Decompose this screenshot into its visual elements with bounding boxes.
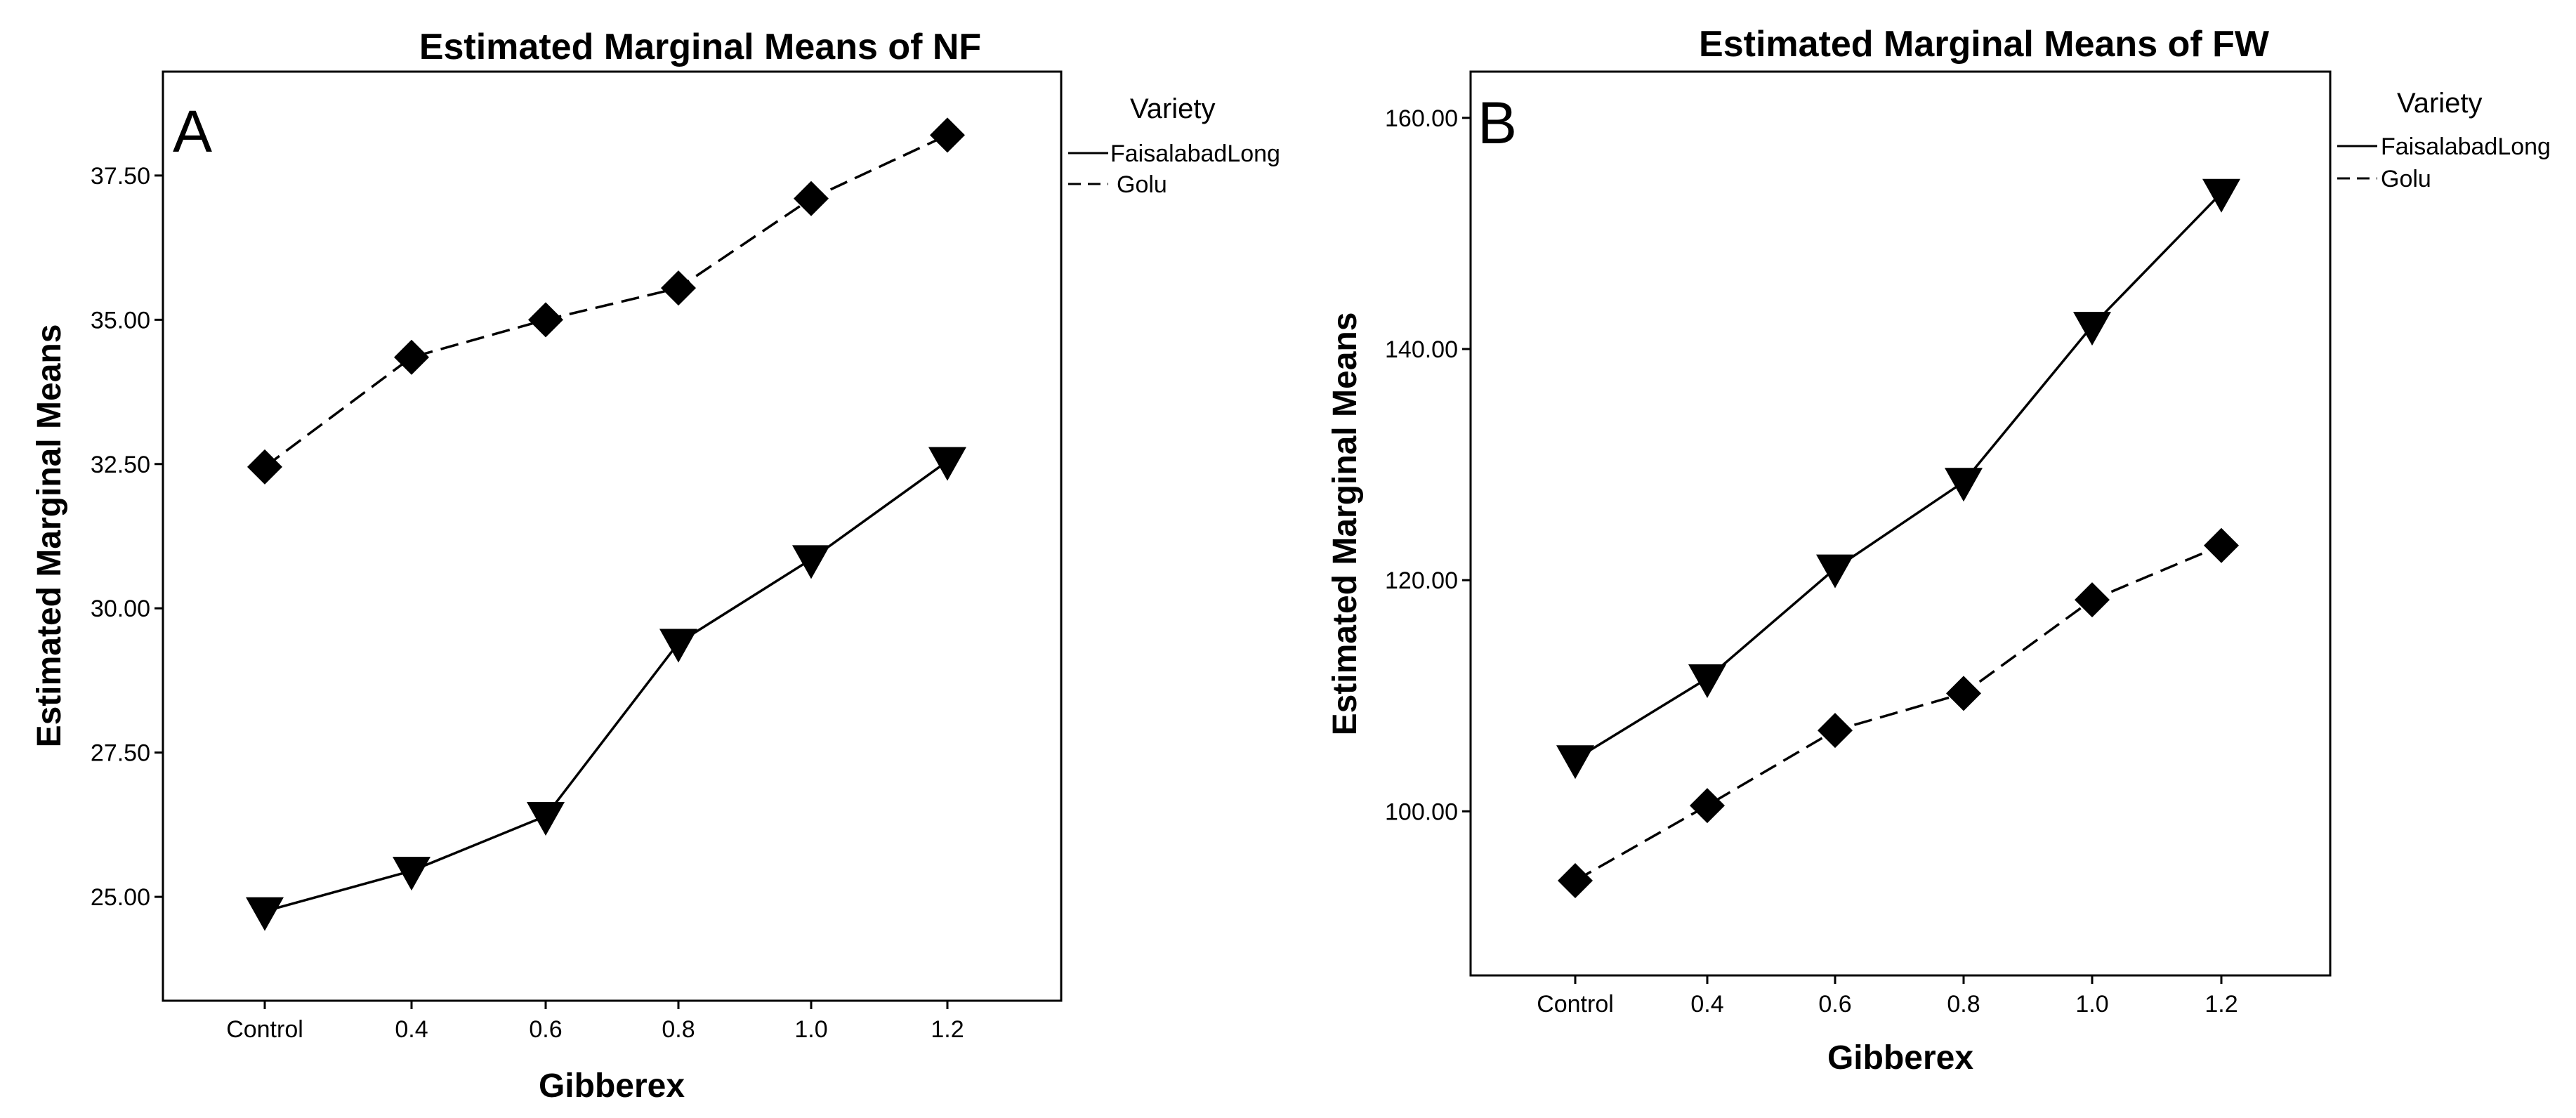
data-point-faisalabadlong <box>1688 664 1726 699</box>
series-line-faisalabadlong <box>264 460 949 913</box>
data-point-golu <box>528 302 563 338</box>
data-point-golu <box>394 339 429 375</box>
data-point-golu <box>2075 582 2110 618</box>
chart-title: Estimated Marginal Means of FW <box>1699 24 2270 65</box>
x-tick-label: 1.2 <box>931 1016 964 1043</box>
x-axis: Control 0.4 0.6 0.8 1.0 1.2 <box>226 1001 964 1043</box>
data-point-faisalabadlong <box>792 545 830 579</box>
y-tick-label: 35.00 <box>91 307 150 334</box>
data-point-faisalabadlong <box>928 447 966 481</box>
data-point-golu <box>2204 527 2239 563</box>
x-tick-label: 0.4 <box>395 1016 428 1043</box>
y-axis: 25.00 27.50 30.00 32.50 35.00 37.50 <box>91 163 163 911</box>
legend-label-faisalabadlong: FaisalabadLong <box>2381 133 2551 160</box>
y-tick-label: 32.50 <box>91 452 150 478</box>
data-point-faisalabadlong <box>1556 745 1594 780</box>
data-point-golu <box>661 270 696 306</box>
x-tick-label: 1.0 <box>794 1016 827 1043</box>
data-point-faisalabadlong <box>1945 468 1983 502</box>
y-tick-label: 100.00 <box>1385 798 1458 825</box>
y-tick-label: 160.00 <box>1385 105 1458 132</box>
legend-label-golu: Golu <box>2381 166 2431 192</box>
data-point-faisalabadlong <box>2073 312 2111 346</box>
chart-fw: Estimated Marginal Means of FW B Estimat… <box>1327 24 2551 1077</box>
data-point-faisalabadlong <box>527 802 565 836</box>
legend-title: Variety <box>2397 88 2483 119</box>
legend-label-golu: Golu <box>1117 171 1167 198</box>
data-point-golu <box>247 449 282 485</box>
series-layer <box>1556 178 2240 899</box>
data-point-faisalabadlong <box>659 629 697 663</box>
y-tick-label: 120.00 <box>1385 567 1458 594</box>
panel-label: A <box>173 98 212 164</box>
x-tick-label: 0.6 <box>1818 991 1851 1018</box>
panel-label: B <box>1478 90 1517 156</box>
y-tick-label: 30.00 <box>91 596 150 622</box>
x-tick-label: 0.6 <box>529 1016 562 1043</box>
data-point-faisalabadlong <box>246 897 284 931</box>
plot-frame <box>162 70 1063 1002</box>
plot-frame <box>1469 70 2332 977</box>
y-tick-label: 140.00 <box>1385 336 1458 363</box>
x-tick-label: 0.4 <box>1690 991 1723 1018</box>
x-tick-label: 0.8 <box>1947 991 1980 1018</box>
y-tick-label: 37.50 <box>91 163 150 190</box>
y-tick-label: 27.50 <box>91 740 150 767</box>
x-tick-label: Control <box>1537 991 1614 1018</box>
legend-title: Variety <box>1130 93 1216 124</box>
x-axis-title: Gibberex <box>1827 1039 1973 1077</box>
x-axis: Control 0.4 0.6 0.8 1.0 1.2 <box>1537 975 2238 1018</box>
x-axis-title: Gibberex <box>539 1067 685 1105</box>
y-axis-title: Estimated Marginal Means <box>1327 313 1364 736</box>
data-point-golu <box>794 180 829 216</box>
y-axis-title: Estimated Marginal Means <box>31 324 68 748</box>
x-tick-label: 1.2 <box>2204 991 2237 1018</box>
chart-title: Estimated Marginal Means of NF <box>419 27 981 67</box>
legend: Variety FaisalabadLong Golu <box>2337 88 2551 192</box>
y-axis: 100.00 120.00 140.00 160.00 <box>1385 105 1471 825</box>
y-tick-label: 25.00 <box>91 884 150 911</box>
data-point-golu <box>930 117 965 153</box>
x-tick-label: 0.8 <box>662 1016 695 1043</box>
x-tick-label: Control <box>226 1016 303 1043</box>
data-point-golu <box>1818 713 1853 749</box>
legend-label-faisalabadlong: FaisalabadLong <box>1110 140 1280 167</box>
x-tick-label: 1.0 <box>2075 991 2108 1018</box>
data-point-faisalabadlong <box>393 857 431 891</box>
series-line-golu <box>263 133 948 468</box>
series-layer <box>246 117 966 931</box>
legend: Variety FaisalabadLong Golu <box>1068 93 1280 198</box>
chart-nf: Estimated Marginal Means of NF A Estimat… <box>31 27 1280 1105</box>
data-point-golu <box>1558 863 1593 899</box>
data-point-faisalabadlong <box>2202 178 2240 213</box>
series-line-golu <box>1575 544 2222 882</box>
data-point-golu <box>1946 676 1981 711</box>
series-line-faisalabadlong <box>1575 192 2223 761</box>
data-point-faisalabadlong <box>1816 554 1854 588</box>
data-point-golu <box>1690 788 1725 824</box>
